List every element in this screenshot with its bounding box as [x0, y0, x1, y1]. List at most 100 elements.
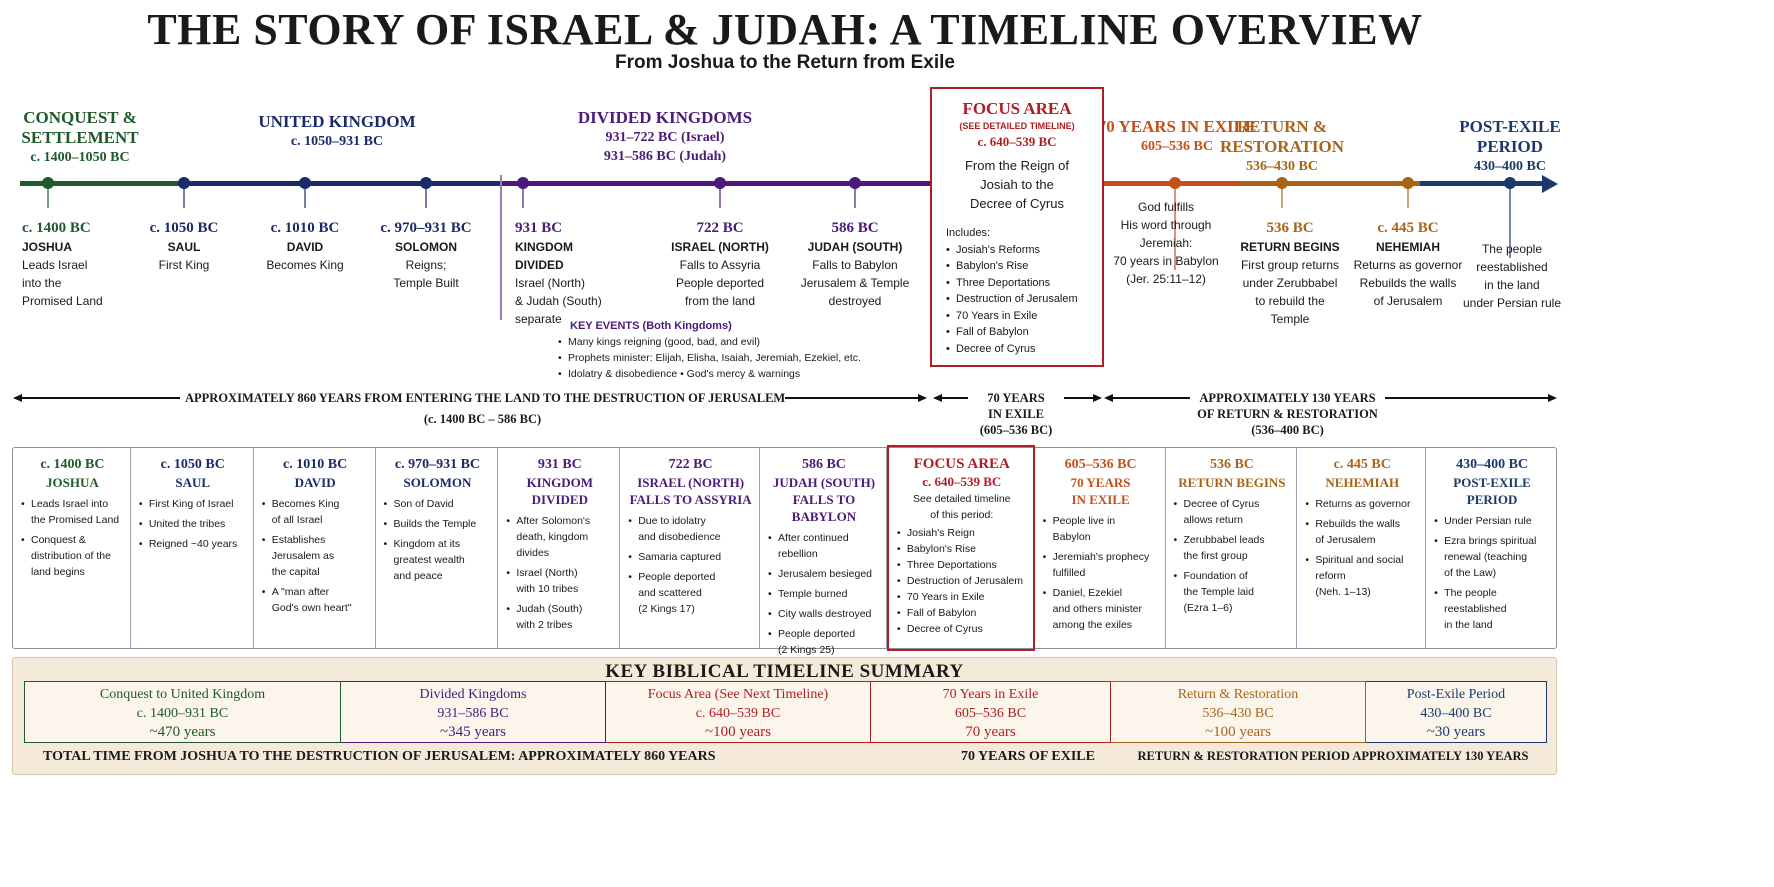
timeline-event[interactable]: The people reestablished in the land under …: [1463, 240, 1561, 312]
event-description: of Jerusalem: [1373, 294, 1443, 308]
card-bullet: Kingdom at its greatest wealth and peace: [384, 536, 492, 584]
event-card[interactable]: c. 1400 BC JOSHUA Leads Israel into the Pr…: [13, 448, 131, 648]
timeline-event[interactable]: 536 BC RETURN BEGINS First group returns un…: [1240, 218, 1339, 328]
event-card[interactable]: 605–536 BC 70 YEARS IN EXILE People live i…: [1035, 448, 1166, 648]
period-header: CONQUEST & SETTLEMENT c. 1400–1050 BC: [21, 108, 138, 167]
event-card[interactable]: 430–400 BC POST-EXILE PERIOD Under Persian…: [1426, 448, 1556, 648]
event-name: SAUL: [167, 240, 201, 254]
card-date: FOCUS AREA: [913, 456, 1010, 472]
timeline-event[interactable]: 586 BC JUDAH (SOUTH) Falls to Babylon Jerus…: [801, 218, 910, 310]
focus-item: 70 Years in Exile: [946, 308, 1102, 325]
event-description: under Persian rule: [1462, 296, 1562, 310]
card-date: 605–536 BC: [1064, 457, 1137, 472]
timeline-event[interactable]: c. 970–931 BC SOLOMON Reigns; Temple Built: [380, 218, 471, 292]
timeline-dot[interactable]: [299, 177, 311, 189]
span-text: (536–400 BC): [1251, 423, 1324, 437]
event-description: Temple Built: [393, 276, 459, 290]
event-description: Jerusalem & Temple: [800, 276, 910, 290]
timeline-event[interactable]: c. 445 BC NEHEMIAH Returns as governor Rebu…: [1354, 218, 1463, 310]
focus-item: Decree of Cyrus: [946, 341, 1102, 358]
timeline-dot[interactable]: [1169, 177, 1181, 189]
event-card[interactable]: c. 1050 BC SAUL First King of Israel United…: [131, 448, 254, 648]
event-card[interactable]: c. 445 BC NEHEMIAH Returns as governor Rebu…: [1297, 448, 1427, 648]
period-title: UNITED KINGDOM: [258, 112, 416, 131]
timeline-dot[interactable]: [849, 177, 861, 189]
focus-includes-label: Includes:: [946, 227, 991, 239]
summary-title: KEY BIBLICAL TIMELINE SUMMARY: [605, 661, 964, 682]
event-name: KINGDOM: [515, 240, 573, 254]
card-title: ISRAEL (NORTH) FALLS TO ASSYRIA: [629, 475, 752, 507]
summary-box: 70 Years in Exile 605–536 BC 70 years: [871, 681, 1111, 743]
timeline-dot[interactable]: [420, 177, 432, 189]
span-text: IN EXILE: [988, 407, 1044, 421]
card-bullet: Establishes Jerusalem as the capital: [262, 532, 369, 580]
event-card[interactable]: 931 BC KINGDOM DIVIDED After Solomon's dea…: [498, 448, 621, 648]
summary-duration: ~30 years: [1426, 724, 1486, 740]
arrow-left-icon: [933, 393, 942, 402]
arrow-right-icon: [918, 393, 927, 402]
key-event-item: Prophets minister: Elijah, Elisha, Isaia…: [558, 350, 861, 366]
card-title: JUDAH (SOUTH) FALLS TO BABYLON: [772, 475, 876, 524]
span-arrow-line: [15, 397, 180, 399]
timeline-event[interactable]: c. 1010 BC DAVID Becomes King: [266, 218, 343, 274]
event-description: First group returns: [1240, 258, 1340, 272]
focus-description: From the Reign of Josiah to the Decree o…: [964, 158, 1070, 211]
period-header: DIVIDED KINGDOMS 931–722 BC (Israel) 931–5…: [578, 108, 752, 166]
card-bullet: The people reestablished in the land: [1434, 585, 1550, 633]
timeline-stem: [854, 188, 856, 208]
event-card[interactable]: 536 BC RETURN BEGINS Decree of Cyrus allow…: [1166, 448, 1298, 648]
card-bullet: City walls destroyed: [768, 606, 880, 622]
timeline-segment: [185, 181, 500, 186]
event-date: c. 1400 BC: [22, 220, 91, 236]
card-title: SAUL: [175, 475, 211, 490]
event-card[interactable]: c. 970–931 BC SOLOMON Son of David Builds t…: [376, 448, 499, 648]
card-bullet: Josiah's Reign: [897, 525, 1027, 541]
event-description: 70 years in Babylon: [1113, 254, 1219, 268]
summary-period-name: Focus Area (See Next Timeline): [647, 687, 829, 702]
card-date: 536 BC: [1209, 457, 1254, 472]
span-text: APPROXIMATELY 860 YEARS FROM ENTERING TH…: [185, 391, 786, 405]
timeline-event[interactable]: 722 BC ISRAEL (NORTH) Falls to Assyria Peop…: [671, 218, 769, 310]
timeline-segment: [1240, 181, 1420, 186]
timeline-dot[interactable]: [1402, 177, 1414, 189]
event-date: c. 970–931 BC: [380, 220, 472, 236]
event-description: His word through: [1120, 218, 1212, 232]
key-event-item: Many kings reigning (good, bad, and evil…: [558, 334, 861, 350]
timeline-event[interactable]: c. 1400 BC JOSHUA Leads Israel into the Prom…: [22, 218, 103, 310]
card-bullet: Due to idolatry and disobedience: [628, 513, 753, 545]
card-bullet: Reigned ~40 years: [139, 536, 247, 552]
timeline-stem: [719, 188, 721, 208]
timeline-dot[interactable]: [42, 177, 54, 189]
timeline-dot[interactable]: [714, 177, 726, 189]
timeline-dot[interactable]: [1276, 177, 1288, 189]
summary-box: Return & Restoration 536–430 BC ~100 years: [1111, 681, 1366, 743]
summary-duration: ~345 years: [439, 724, 506, 740]
event-description: from the land: [684, 294, 756, 308]
event-card[interactable]: 586 BC JUDAH (SOUTH) FALLS TO BABYLON Afte…: [760, 448, 887, 656]
card-title: SOLOMON: [403, 475, 472, 490]
focus-area-box[interactable]: FOCUS AREA (SEE DETAILED TIMELINE) c. 64…: [930, 87, 1104, 367]
arrow-left-icon: [13, 393, 22, 402]
timeline-event[interactable]: God fulfills His word through Jeremiah: 70 …: [1113, 198, 1218, 288]
event-card[interactable]: 722 BC ISRAEL (NORTH) FALLS TO ASSYRIA Due…: [620, 448, 761, 648]
card-bullet: Temple burned: [768, 586, 880, 602]
timeline-dot[interactable]: [1504, 177, 1516, 189]
summary-box: Post-Exile Period 430–400 BC ~30 years: [1366, 681, 1547, 743]
timeline-summary: KEY BIBLICAL TIMELINE SUMMARY Conquest t…: [12, 657, 1557, 775]
focus-title: FOCUS AREA: [962, 99, 1072, 118]
focus-area-card[interactable]: FOCUS AREA c. 640–539 BC See detailed time…: [886, 445, 1035, 651]
event-description: (Jer. 25:11–12): [1126, 272, 1206, 286]
timeline-dot[interactable]: [178, 177, 190, 189]
period-title: PERIOD: [1476, 137, 1544, 156]
card-bullet: Leads Israel into the Promised Land: [21, 496, 124, 528]
timeline-event[interactable]: c. 1050 BC SAUL First King: [150, 218, 219, 274]
span-text: OF RETURN & RESTORATION: [1197, 407, 1378, 421]
timeline-segment: [1420, 181, 1545, 186]
timeline-dot[interactable]: [517, 177, 529, 189]
period-dates: 430–400 BC: [1474, 159, 1546, 174]
span-text: 70 YEARS: [987, 391, 1045, 405]
card-date: 586 BC: [801, 457, 846, 472]
timeline-event[interactable]: 931 BC KINGDOM DIVIDED Israel (North) & Juda…: [515, 218, 602, 328]
event-card[interactable]: c. 1010 BC DAVID Becomes King of all Israe…: [254, 448, 376, 648]
span-arrow-line: [785, 397, 925, 399]
